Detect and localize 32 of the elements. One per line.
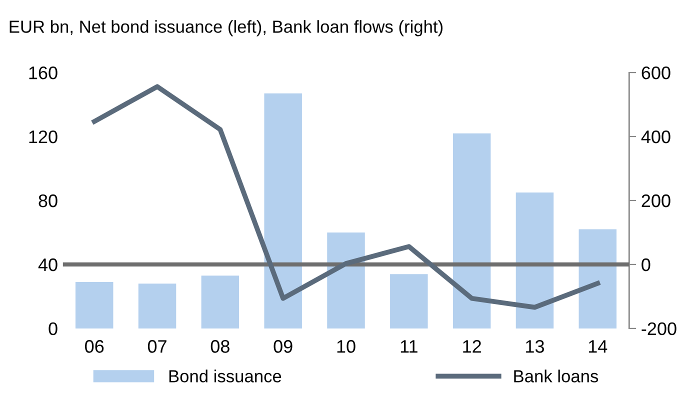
bar — [201, 276, 240, 328]
bar — [390, 274, 428, 328]
y-tick-label: 120 — [29, 130, 58, 144]
x-tick-label: 08 — [210, 340, 230, 353]
bar — [138, 284, 176, 328]
legend-label: Bond issuance — [169, 370, 282, 382]
y-tick-label: 40 — [38, 258, 58, 272]
bar — [75, 282, 114, 328]
y2-tick-label: 600 — [642, 66, 670, 80]
x-tick-label: 14 — [588, 340, 608, 353]
y-tick-label: 80 — [38, 194, 58, 208]
y2-tick-label: 200 — [642, 194, 670, 208]
y2-tick-label: -200 — [642, 322, 676, 336]
x-tick-label: 13 — [526, 340, 544, 353]
bar — [264, 93, 302, 328]
x-tick-label: 09 — [274, 340, 292, 353]
x-tick-label: 10 — [337, 340, 356, 353]
bar — [327, 232, 365, 328]
legend-label: Bank loans — [514, 370, 598, 382]
line-series — [92, 84, 600, 310]
x-tick-label: 07 — [148, 340, 166, 353]
x-tick-label: 06 — [85, 340, 104, 353]
y2-tick-label: 400 — [641, 130, 670, 144]
y-tick-label: 0 — [48, 322, 58, 336]
y2-tick-label: 0 — [642, 258, 650, 272]
bar — [578, 229, 617, 328]
x-tick-label: 12 — [463, 340, 481, 353]
bar — [516, 192, 554, 328]
y-tick-label: 160 — [29, 66, 58, 80]
chart-title: EUR bn, Net bond issuance (left), Bank loan flows (right) — [10, 20, 442, 36]
x-tick-label: 11 — [400, 340, 418, 353]
bar — [452, 133, 491, 328]
